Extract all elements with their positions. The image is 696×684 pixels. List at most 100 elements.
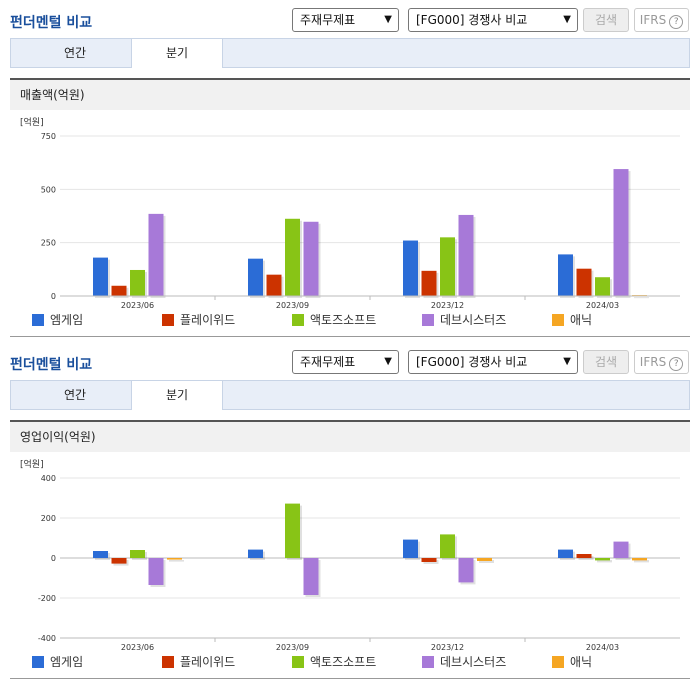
ifrs-label: IFRS — [639, 13, 667, 27]
legend-item[interactable]: 데브시스터즈 — [422, 312, 506, 328]
search-button[interactable]: 검색 — [583, 350, 629, 374]
legend-label: 엠게임 — [50, 313, 84, 327]
y-tick-label: 0 — [51, 292, 56, 301]
legend-swatch — [552, 656, 564, 668]
legend-label: 애닉 — [570, 655, 593, 669]
bar — [595, 558, 610, 561]
x-tick-label: 2023/12 — [431, 643, 464, 652]
comparison-select[interactable]: [FG000] 경쟁사 비교 ▼ — [408, 8, 578, 32]
bar — [148, 213, 164, 296]
bar — [421, 270, 437, 296]
bar — [613, 169, 629, 296]
bar — [421, 558, 437, 562]
revenue-section: 펀더멘털 비교 주재무제표 ▼ [FG000] 경쟁사 비교 ▼ 검색 IFRS? … — [0, 8, 696, 337]
search-button[interactable]: 검색 — [583, 8, 629, 32]
bar — [130, 269, 145, 296]
bar — [130, 550, 145, 558]
section-title: 펀더멘털 비교 — [10, 357, 93, 373]
bar — [613, 541, 629, 558]
bar — [285, 218, 300, 296]
section-header: 펀더멘털 비교 주재무제표 ▼ [FG000] 경쟁사 비교 ▼ 검색 IFRS? — [0, 350, 696, 376]
statement-select[interactable]: 주재무제표 ▼ — [292, 8, 399, 32]
legend-swatch — [32, 656, 44, 668]
chart-title: 매출액(억원) — [10, 78, 690, 110]
period-tabs: 연간 분기 — [10, 38, 690, 68]
bar-shadow — [597, 560, 612, 563]
bar-shadow — [169, 560, 184, 562]
legend-swatch — [552, 314, 564, 326]
bar — [167, 558, 182, 560]
bar — [558, 254, 573, 296]
bar — [440, 534, 455, 558]
legend-item[interactable]: 액토즈소프트 — [292, 312, 376, 328]
legend-swatch — [32, 314, 44, 326]
bar — [440, 237, 455, 296]
legend-label: 플레이위드 — [180, 655, 236, 669]
tab-annual[interactable]: 연간 — [63, 388, 87, 402]
legend-label: 데브시스터즈 — [440, 313, 507, 327]
revenue-chart: [억원] 750 500 250 0 2023/06 2023/09 2023/12 2024/… — [20, 116, 680, 310]
ifrs-label: IFRS — [639, 355, 667, 369]
operating-profit-section: 펀더멘털 비교 주재무제표 ▼ [FG000] 경쟁사 비교 ▼ 검색 IFRS? … — [0, 342, 696, 684]
comparison-select[interactable]: [FG000] 경쟁사 비교 ▼ — [408, 350, 578, 374]
y-tick-label: 500 — [41, 185, 56, 194]
tab-annual[interactable]: 연간 — [63, 46, 87, 60]
legend-item[interactable]: 엠게임 — [32, 654, 83, 670]
legend-swatch — [422, 314, 434, 326]
x-tick-label: 2024/03 — [586, 643, 619, 652]
axis-unit-label: [억원] — [20, 116, 44, 128]
x-tick-label: 2023/09 — [276, 643, 309, 652]
y-tick-label: 250 — [41, 239, 56, 248]
legend-label: 플레이위드 — [180, 313, 236, 327]
bar — [93, 551, 108, 558]
legend-item[interactable]: 플레이위드 — [162, 312, 235, 328]
bar — [148, 558, 164, 585]
legend-item[interactable]: 액토즈소프트 — [292, 654, 376, 670]
divider — [10, 678, 690, 679]
x-tick-label: 2023/09 — [276, 301, 309, 310]
bar — [576, 268, 592, 296]
bar — [458, 214, 474, 296]
chevron-down-icon: ▼ — [563, 356, 571, 367]
ifrs-button[interactable]: IFRS? — [634, 350, 689, 374]
legend-item[interactable]: 데브시스터즈 — [422, 654, 506, 670]
bar — [303, 221, 319, 296]
legend-item[interactable]: 플레이위드 — [162, 654, 235, 670]
statement-select-value: 주재무제표 — [300, 355, 356, 369]
bar — [558, 549, 573, 558]
y-tick-label: 750 — [41, 132, 56, 141]
legend-swatch — [292, 656, 304, 668]
bar-shadow — [479, 560, 494, 563]
legend-swatch — [422, 656, 434, 668]
y-tick-label: 400 — [41, 474, 56, 483]
legend-item[interactable]: 애닉 — [552, 654, 592, 670]
period-tabs: 연간 분기 — [10, 380, 690, 410]
axis-unit-label: [억원] — [20, 458, 44, 470]
operating-profit-chart: [억원] 400 200 0 -200 -400 2023/06 2023/09 2023/12… — [20, 458, 680, 652]
chevron-down-icon: ▼ — [384, 14, 392, 25]
bar — [111, 558, 127, 564]
ifrs-button[interactable]: IFRS? — [634, 8, 689, 32]
legend-label: 데브시스터즈 — [440, 655, 507, 669]
chevron-down-icon: ▼ — [563, 14, 571, 25]
x-tick-label: 2024/03 — [586, 301, 619, 310]
tab-quarterly[interactable]: 분기 — [131, 381, 223, 410]
bar — [403, 539, 418, 558]
legend-swatch — [162, 314, 174, 326]
y-tick-label: 0 — [51, 554, 56, 563]
y-tick-label: -400 — [38, 634, 56, 643]
legend-item[interactable]: 애닉 — [552, 312, 592, 328]
legend-item[interactable]: 엠게임 — [32, 312, 83, 328]
tab-quarterly[interactable]: 분기 — [131, 39, 223, 68]
chart-legend: 엠게임 플레이위드 액토즈소프트 데브시스터즈 애닉 — [0, 312, 696, 330]
comparison-select-value: [FG000] 경쟁사 비교 — [416, 355, 528, 369]
bar — [403, 240, 418, 296]
x-tick-label: 2023/12 — [431, 301, 464, 310]
bar — [632, 558, 647, 561]
bar — [266, 274, 282, 296]
statement-select[interactable]: 주재무제표 ▼ — [292, 350, 399, 374]
chevron-down-icon: ▼ — [384, 356, 392, 367]
bar — [93, 257, 108, 296]
section-title: 펀더멘털 비교 — [10, 15, 93, 31]
bar — [285, 503, 300, 558]
